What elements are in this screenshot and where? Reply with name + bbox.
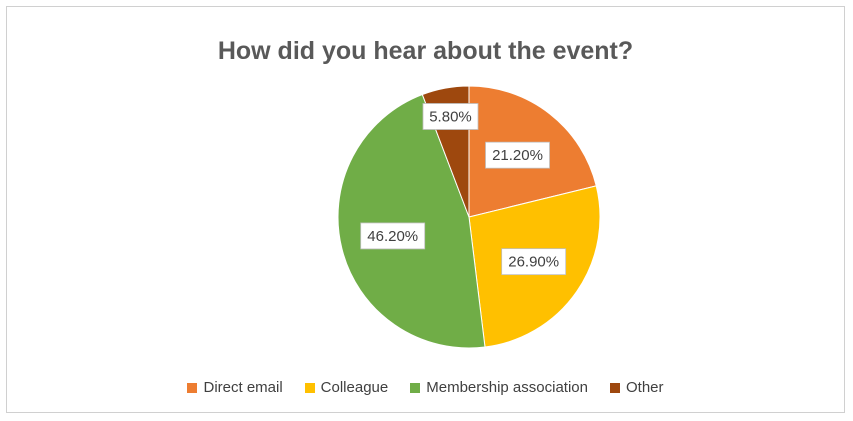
data-label: 26.90% <box>508 254 559 271</box>
pie-chart: 21.20% 26.90% 46.20% 5.80% <box>337 85 601 349</box>
legend-item: Colleague <box>304 379 389 396</box>
chart-legend: Direct email Colleague Membership associat… <box>7 379 844 396</box>
legend-label: Direct email <box>203 379 283 396</box>
legend-swatch <box>187 382 198 393</box>
legend-item: Direct email <box>187 379 283 396</box>
legend-label: Colleague <box>320 379 389 396</box>
data-label-group: 5.80% <box>422 103 479 130</box>
data-label: 21.20% <box>492 147 543 164</box>
data-label-group: 21.20% <box>485 141 550 169</box>
data-label-group: 26.90% <box>501 248 567 276</box>
chart-title: How did you hear about the event? <box>217 37 634 65</box>
data-label-box <box>501 248 567 276</box>
pie-slice-membership-association <box>337 93 486 349</box>
legend-item: Other <box>609 379 664 396</box>
chart-area: How did you hear about the event? 21.20%… <box>6 6 845 413</box>
legend-swatch <box>609 382 620 393</box>
data-label-box <box>422 103 479 130</box>
legend-swatch <box>410 382 421 393</box>
data-label: 5.80% <box>429 109 472 126</box>
data-label-box <box>360 222 426 250</box>
legend-item: Membership association <box>410 379 588 396</box>
data-label: 46.20% <box>367 228 418 245</box>
data-label-box <box>485 141 550 169</box>
legend-label: Membership association <box>426 379 588 396</box>
data-label-group: 46.20% <box>360 222 426 250</box>
legend-label: Other <box>625 379 664 396</box>
legend-swatch <box>304 382 315 393</box>
